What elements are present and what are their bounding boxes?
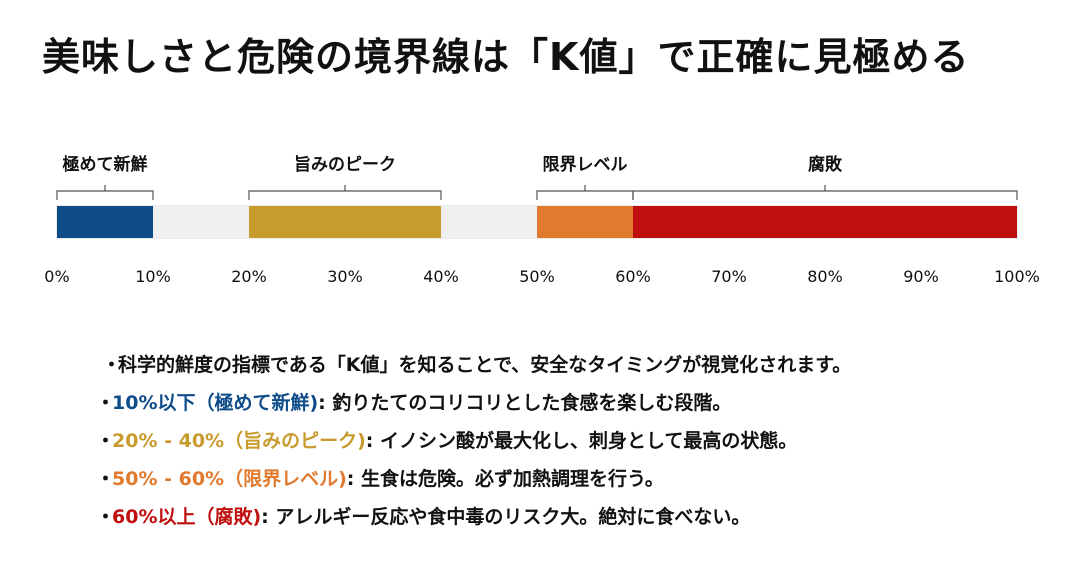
- bar-segment: [633, 206, 1017, 238]
- bullet-item: ・10%以下（極めて新鮮): 釣りたてのコリコリとした食感を楽しむ段階。: [96, 388, 851, 426]
- bullet-dot: ・: [96, 506, 116, 528]
- axis-tick-label: 0%: [44, 267, 69, 286]
- bullet-highlight: 20% - 40%（旨みのピーク): [112, 430, 366, 452]
- axis-tick-label: 10%: [135, 267, 171, 286]
- bullet-item: ・60%以上（腐敗): アレルギー反応や食中毒のリスク大。絶対に食べない。: [96, 502, 851, 540]
- axis-tick-label: 70%: [711, 267, 747, 286]
- axis-tick-label: 40%: [423, 267, 459, 286]
- bar-segment: [441, 206, 537, 238]
- axis-tick-label: 100%: [994, 267, 1040, 286]
- segment-bracket: [536, 190, 634, 200]
- bullet-dot: ・: [102, 354, 122, 376]
- bullet-item: ・科学的鮮度の指標である「K値」を知ることで、安全なタイミングが視覚化されます。: [96, 350, 851, 388]
- segment-bracket: [632, 190, 1018, 200]
- bullet-dot: ・: [96, 430, 116, 452]
- axis-tick-label: 60%: [615, 267, 651, 286]
- bullet-highlight: 60%以上（腐敗): [112, 506, 262, 528]
- bullet-highlight: 10%以下（極めて新鮮): [112, 392, 319, 414]
- k-value-bar-chart: 極めて新鮮 旨みのピーク 限界レベル 腐敗 0% 10% 20% 30% 40% 50% 60% 70…: [44, 154, 1040, 286]
- axis-tick-label: 90%: [903, 267, 939, 286]
- bar-segment: [249, 206, 441, 238]
- segment-bracket: [56, 190, 154, 200]
- bullet-text: : アレルギー反応や食中毒のリスク大。絶対に食べない。: [261, 506, 751, 528]
- segment-label: 旨みのピーク: [294, 154, 396, 175]
- axis-tick-label: 50%: [519, 267, 555, 286]
- bullet-text: : 釣りたてのコリコリとした食感を楽しむ段階。: [318, 392, 732, 414]
- bullet-text: : イノシン酸が最大化し、刺身として最高の状態。: [365, 430, 798, 452]
- segment-label: 腐敗: [808, 154, 843, 175]
- bullet-item: ・20% - 40%（旨みのピーク): イノシン酸が最大化し、刺身として最高の状…: [96, 426, 851, 464]
- bullet-dot: ・: [96, 468, 116, 490]
- axis-tick-label: 20%: [231, 267, 267, 286]
- segment-label: 限界レベル: [543, 155, 628, 175]
- bullet-list: ・科学的鮮度の指標である「K値」を知ることで、安全なタイミングが視覚化されます。…: [96, 350, 851, 540]
- segment-bracket: [248, 190, 442, 200]
- bullet-text: : 生食は危険。必ず加熱調理を行う。: [346, 468, 664, 490]
- bar-segment: [153, 206, 249, 238]
- bullet-highlight: 50% - 60%（限界レベル): [112, 468, 347, 490]
- segment-label: 極めて新鮮: [63, 154, 148, 175]
- bullet-item: ・50% - 60%（限界レベル): 生食は危険。必ず加熱調理を行う。: [96, 464, 851, 502]
- bullet-text: 科学的鮮度の指標である「K値」を知ることで、安全なタイミングが視覚化されます。: [118, 354, 852, 376]
- axis-tick-label: 30%: [327, 267, 363, 286]
- bullet-dot: ・: [96, 392, 116, 414]
- bar-segment: [57, 206, 153, 238]
- page-title: 美味しさと危険の境界線は「K値」で正確に見極める: [42, 35, 970, 79]
- bar-segment: [537, 206, 633, 238]
- axis-tick-label: 80%: [807, 267, 843, 286]
